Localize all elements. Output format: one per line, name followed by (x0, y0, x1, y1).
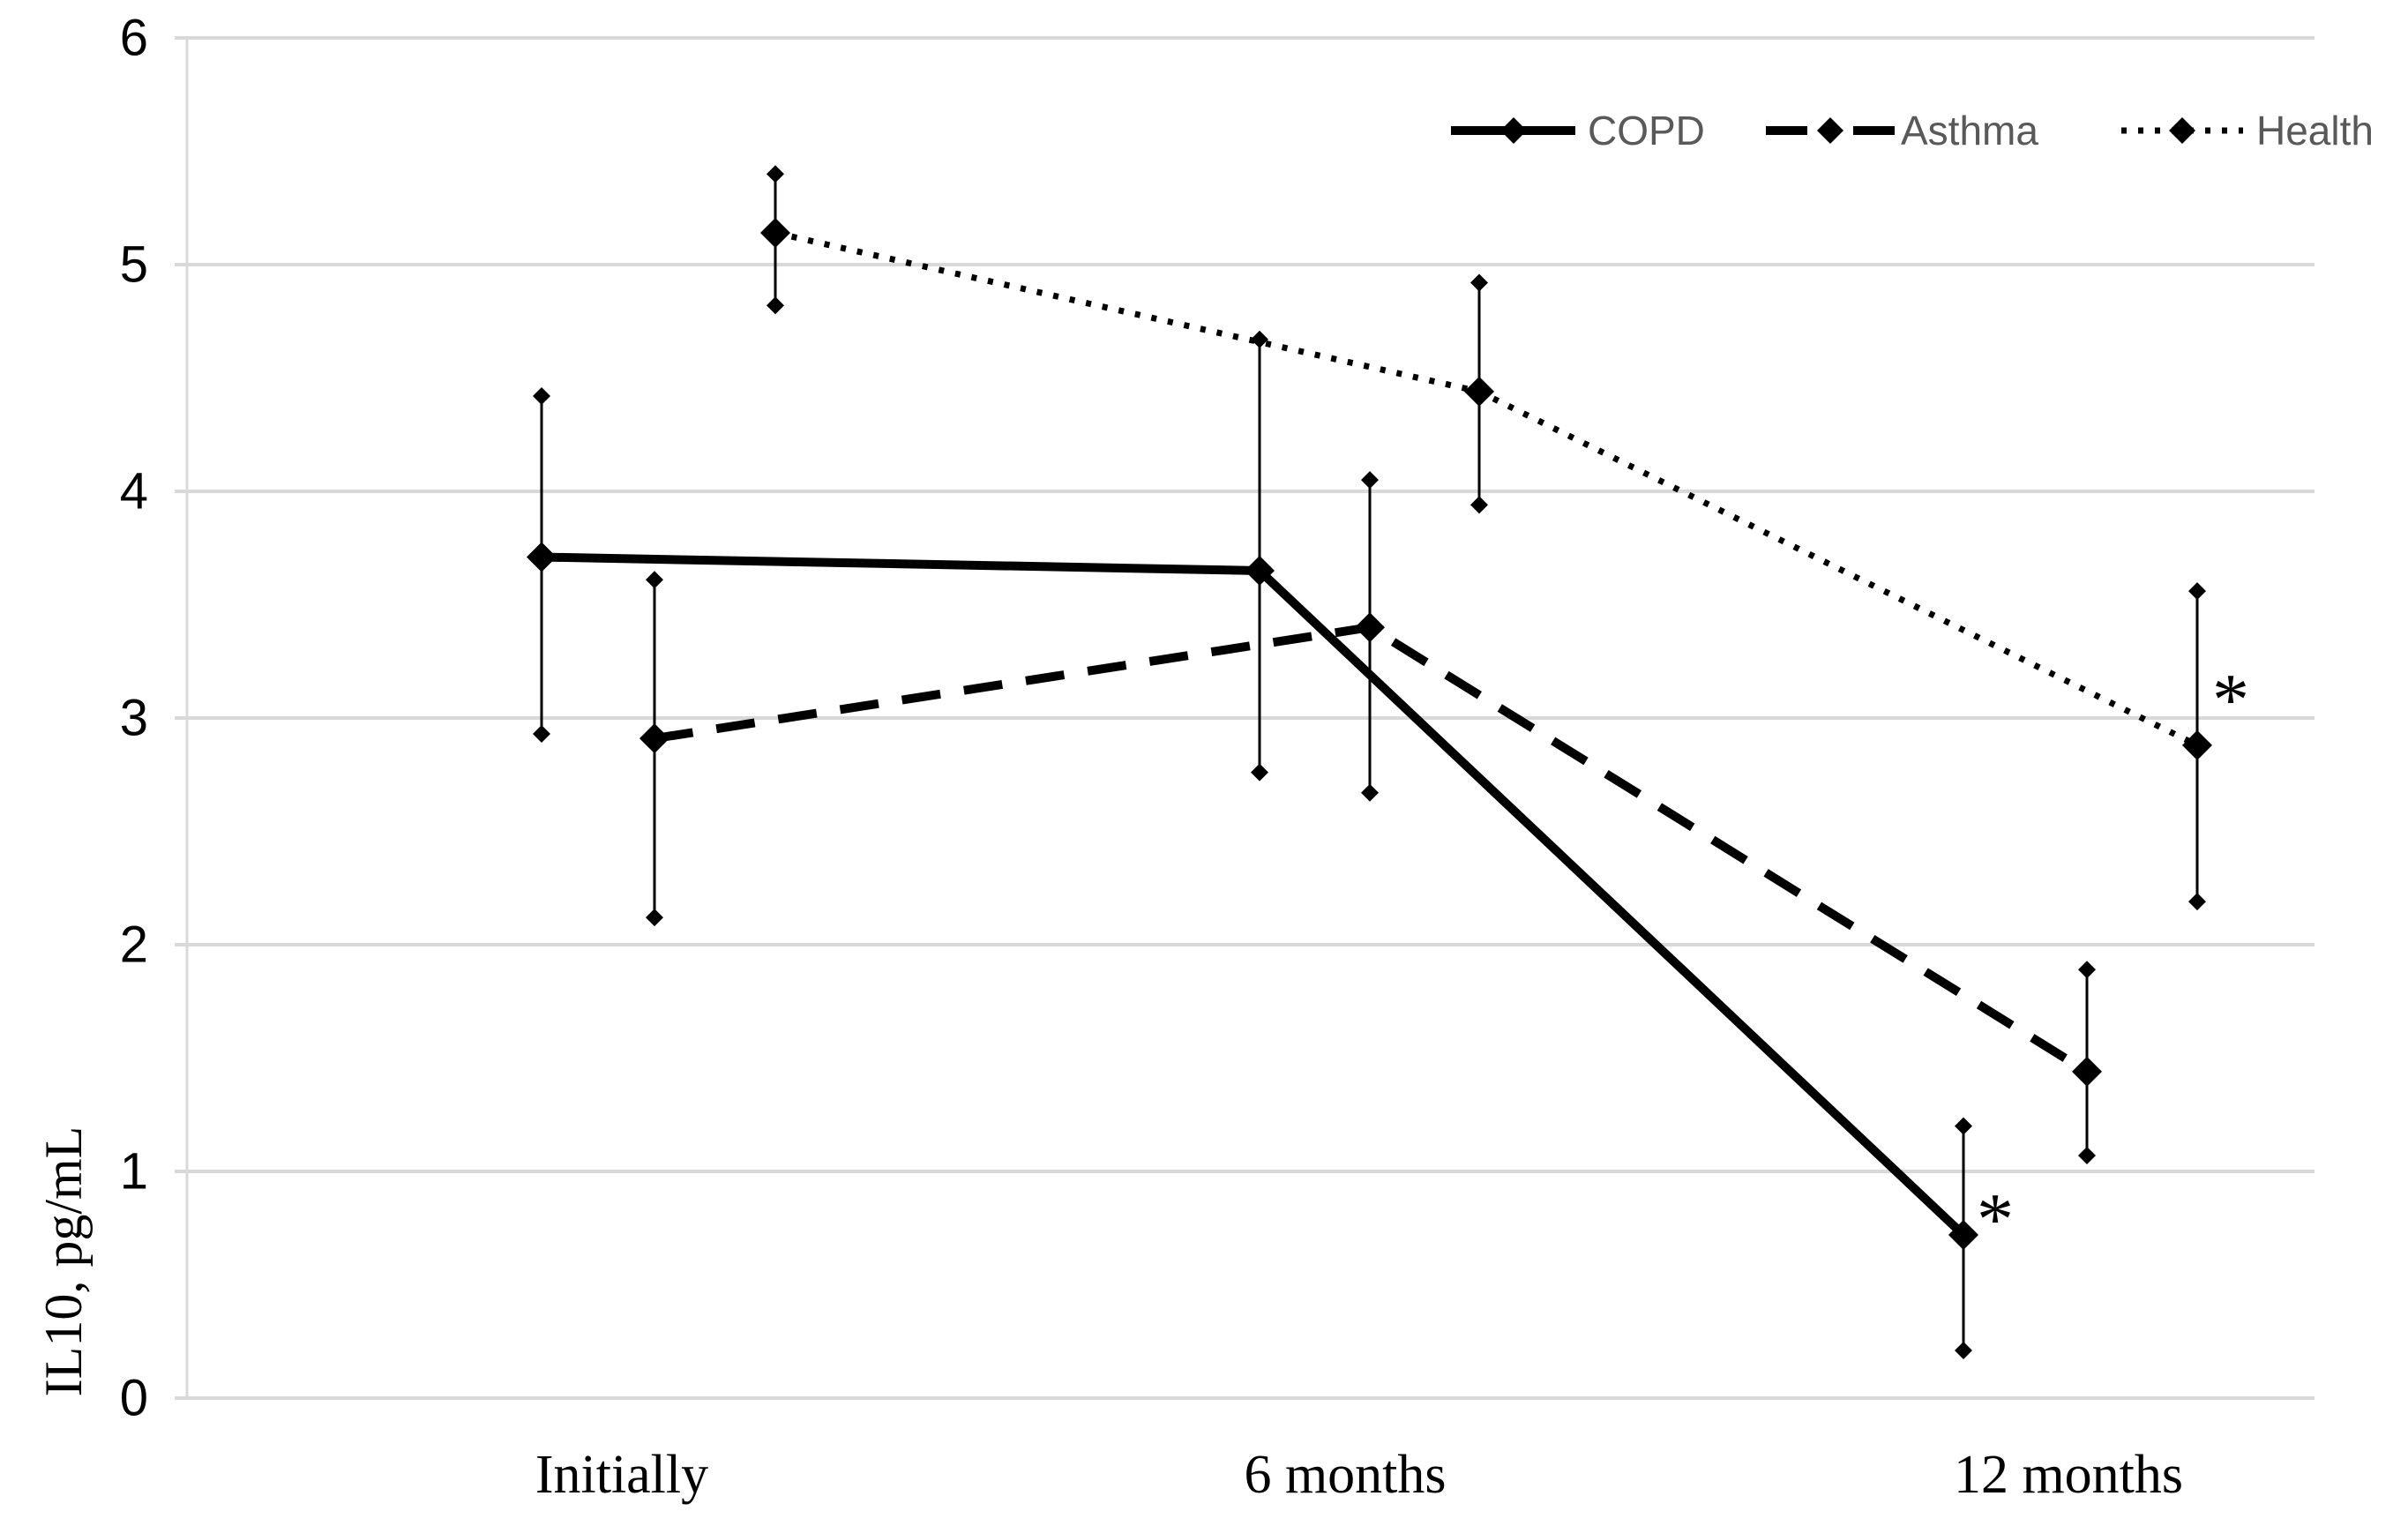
error-cap-low-copd (1251, 763, 1268, 782)
y-tick-label: 0 (120, 1370, 148, 1427)
error-cap-high-health (767, 165, 784, 183)
y-tick-label: 4 (120, 463, 148, 520)
error-cap-high-copd (1955, 1117, 1972, 1135)
axis-text-layer: 0 1 2 3 4 5 6 Initially 6 months 12 months IL10, p… (34, 10, 2183, 1506)
series-line-copd (541, 552, 1967, 1238)
series-marker-copd (1245, 555, 1275, 586)
y-axis-title: IL10, pg/mL (34, 1126, 93, 1397)
error-cap-low-health (1470, 496, 1488, 514)
series-marker-health (2182, 729, 2212, 760)
x-tick-label-3: 12 months (1954, 1445, 2183, 1505)
error-cap-low-asthma (646, 909, 663, 927)
x-tick-label-1: Initially (535, 1445, 708, 1505)
error-cap-high-copd (533, 387, 550, 406)
y-tick-label: 5 (120, 236, 148, 294)
series-line-health (774, 229, 2199, 748)
legend-label-copd: COPD (1588, 108, 1705, 153)
error-cap-high-asthma (646, 571, 663, 589)
y-tick-label: 1 (120, 1143, 148, 1201)
error-cap-high-asthma (2078, 961, 2096, 979)
significance-asterisk-health: * (2212, 659, 2249, 741)
annotations-layer: ** (1977, 659, 2249, 1260)
error-cap-low-health (767, 296, 784, 315)
legend-diamond-marker (1817, 117, 1843, 144)
error-cap-low-copd (1955, 1342, 1972, 1360)
legend-layer: COPD Asthma Health (1451, 108, 2374, 153)
error-cap-low-asthma (1361, 783, 1379, 802)
series-marker-copd (1948, 1219, 1978, 1250)
significance-asterisk-copd: * (1977, 1178, 2014, 1260)
error-bars-layer (533, 165, 2206, 1360)
series-marker-asthma (1355, 612, 1385, 643)
series-marker-health (760, 218, 790, 249)
error-cap-high-health (2188, 582, 2206, 601)
series-marker-health (1464, 376, 1494, 407)
legend-diamond-marker (2169, 117, 2195, 144)
error-cap-low-asthma (2078, 1147, 2096, 1165)
y-tick-label: 6 (120, 10, 148, 67)
legend-item-asthma: Asthma (1766, 108, 2038, 153)
legend-label-health: Health (2256, 108, 2374, 153)
legend-item-health: Health (2121, 108, 2374, 153)
markers-layer (527, 218, 2212, 1250)
error-cap-high-asthma (1361, 471, 1379, 490)
legend-item-copd: COPD (1451, 108, 1705, 153)
x-tick-label-2: 6 months (1244, 1445, 1446, 1505)
y-tick-label: 2 (120, 916, 148, 974)
series-marker-copd (527, 542, 557, 572)
legend-label-asthma: Asthma (1901, 108, 2038, 153)
error-cap-high-copd (1251, 330, 1268, 348)
error-cap-low-health (2188, 893, 2206, 911)
legend-diamond-marker (1500, 117, 1527, 144)
series-marker-asthma (639, 723, 669, 754)
y-tick-label: 3 (120, 690, 148, 747)
series-marker-asthma (2072, 1056, 2102, 1087)
error-cap-high-health (1470, 273, 1488, 292)
error-cap-low-copd (533, 724, 550, 743)
